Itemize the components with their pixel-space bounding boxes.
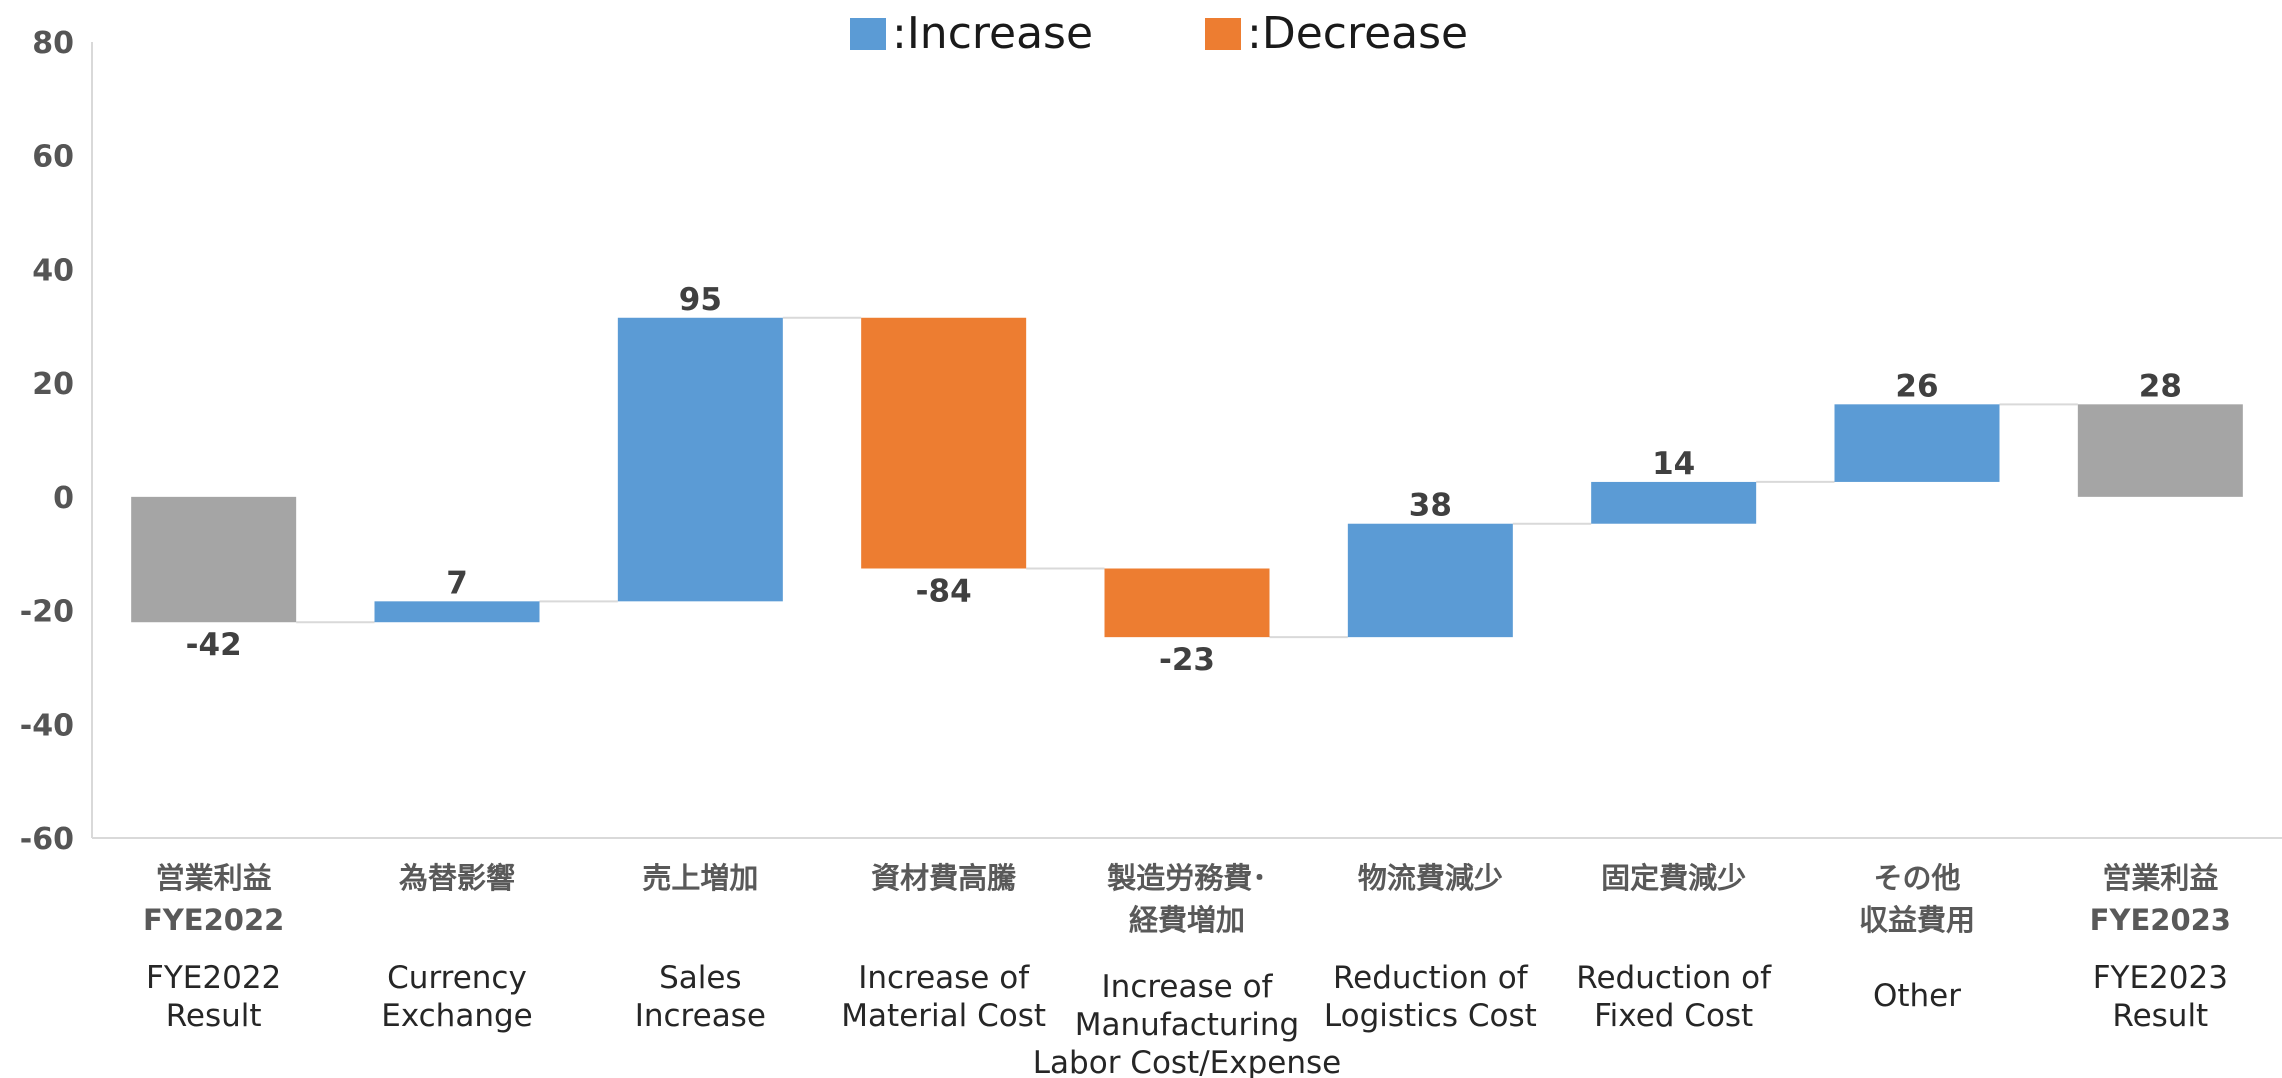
category-label-en: Reduction of: [1576, 960, 1772, 996]
category-label-en: Result: [166, 998, 262, 1034]
category-labels: 営業利益FYE2022FYE2022Result為替影響CurrencyExch…: [143, 861, 2231, 1078]
category-label-jp: 資材費高騰: [871, 861, 1017, 895]
y-tick-label: -20: [20, 595, 74, 630]
category-label-en: Increase: [635, 998, 766, 1034]
category-label-jp: 営業利益: [2102, 861, 2218, 895]
y-tick-label: 40: [32, 253, 74, 288]
category-label-en: Increase of: [1102, 969, 1274, 1005]
y-tick-label: 60: [32, 140, 74, 175]
category-label-jp: 固定費減少: [1601, 861, 1746, 895]
data-label: -42: [186, 627, 242, 663]
category-label-en: FYE2022: [146, 960, 281, 996]
category-label-en: FYE2023: [2093, 960, 2228, 996]
category-label-jp: 売上増加: [642, 861, 758, 895]
bar: [1834, 404, 2000, 482]
legend-decrease-label: :Decrease: [1247, 8, 1468, 59]
legend-decrease-swatch: [1205, 18, 1241, 50]
bar: [2077, 404, 2243, 497]
y-tick-label: 80: [32, 26, 74, 61]
category-label-jp: 物流費減少: [1358, 861, 1503, 895]
category-label-en: Labor Cost/Expense: [1033, 1045, 1341, 1078]
category-label-en: Reduction of: [1333, 960, 1529, 996]
data-label: 14: [1652, 446, 1695, 482]
y-tick-label: 0: [53, 481, 74, 516]
bars: [131, 317, 2243, 638]
category-label-jp: FYE2023: [2090, 903, 2231, 937]
category-label-en: Material Cost: [841, 998, 1046, 1034]
bar: [1591, 481, 1757, 524]
category-label-en: Increase of: [858, 960, 1030, 996]
y-tick-label: -60: [20, 822, 74, 857]
category-label-en: Result: [2112, 998, 2208, 1034]
legend-increase-label: :Increase: [892, 8, 1093, 59]
data-label: 26: [1895, 368, 1938, 404]
category-label-en: Manufacturing: [1075, 1007, 1299, 1043]
bar: [1347, 523, 1513, 638]
category-label-en: Exchange: [381, 998, 532, 1034]
category-label-en: Fixed Cost: [1594, 998, 1753, 1034]
bar: [374, 601, 540, 623]
y-tick-label: 20: [32, 367, 74, 402]
bar: [1104, 568, 1270, 638]
category-label-jp: FYE2022: [143, 903, 284, 937]
y-tick-label: -40: [20, 708, 74, 743]
category-label-jp: 営業利益: [156, 861, 272, 895]
bar: [861, 317, 1027, 569]
category-label-jp: 為替影響: [399, 861, 515, 895]
data-labels: -42 7 95 -84 -23 38 14 26 28: [186, 282, 2182, 678]
axes: 80 60 40 20 0 -20 -40 -60: [20, 26, 2282, 857]
data-label: -84: [916, 573, 972, 609]
bar: [617, 317, 783, 602]
category-label-en: Logistics Cost: [1324, 998, 1537, 1034]
legend-increase-swatch: [850, 18, 886, 50]
category-label-jp: 製造労務費･: [1107, 861, 1267, 895]
category-label-jp: 経費増加: [1129, 903, 1245, 937]
category-label-jp: 収益費用: [1859, 903, 1975, 937]
data-label: 38: [1409, 488, 1452, 524]
category-label-en: Other: [1873, 978, 1961, 1014]
data-label: 7: [446, 565, 468, 601]
data-label: 95: [679, 282, 722, 318]
category-label-en: Sales: [659, 960, 742, 996]
bar: [131, 496, 297, 623]
legend: :Increase :Decrease: [850, 8, 1468, 59]
data-label: -23: [1159, 642, 1215, 678]
connectors: [296, 316, 2078, 639]
data-label: 28: [2139, 368, 2182, 404]
category-label-jp: その他: [1873, 861, 1960, 895]
category-label-en: Currency: [387, 960, 527, 996]
